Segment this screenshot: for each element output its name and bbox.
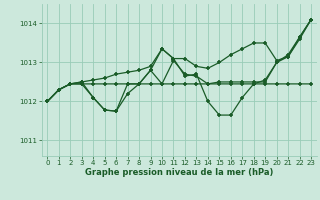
X-axis label: Graphe pression niveau de la mer (hPa): Graphe pression niveau de la mer (hPa) xyxy=(85,168,273,177)
